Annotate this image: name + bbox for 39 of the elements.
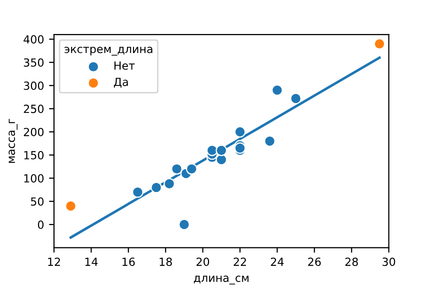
point — [65, 200, 76, 212]
y-tick-label: 0 — [38, 220, 44, 229]
x-tick-label: 30 — [382, 258, 396, 266]
legend-title: экстрем_длина — [64, 46, 152, 56]
point — [171, 163, 182, 175]
point — [206, 144, 218, 156]
y-axis-title: масса_г — [8, 118, 18, 163]
y-tick-label: 350 — [24, 58, 44, 67]
point — [234, 126, 246, 138]
y-tick-label: 150 — [24, 150, 44, 160]
point — [150, 182, 162, 194]
x-tick-label: 26 — [308, 258, 321, 266]
y-tick-label: 400 — [24, 35, 44, 44]
y-tick-label: 200 — [24, 128, 44, 136]
x-tick-label: 24 — [270, 258, 284, 266]
x-tick-label: 12 — [48, 258, 60, 266]
y-tick-label: 250 — [24, 104, 44, 114]
point — [290, 92, 302, 104]
point — [216, 144, 228, 156]
legend-label: Да — [114, 78, 128, 88]
x-tick-label: 16 — [122, 258, 135, 266]
point — [132, 186, 144, 198]
point — [164, 178, 176, 190]
point — [271, 84, 283, 96]
point — [178, 218, 190, 230]
x-tick-label: 18 — [160, 258, 172, 266]
y-tick-label: 100 — [24, 174, 44, 183]
point — [374, 38, 386, 50]
point — [234, 142, 246, 154]
x-tick-label: 28 — [345, 258, 358, 266]
x-tick-label: 14 — [85, 258, 98, 266]
x-tick-label: 22 — [234, 258, 246, 266]
x-tick-label: 20 — [196, 258, 210, 266]
legend-label: Нет — [114, 62, 135, 70]
y-tick-label: 300 — [24, 82, 44, 90]
y-tick-label: 50 — [30, 197, 44, 206]
x-axis-title: длина_см — [194, 276, 248, 284]
point — [264, 135, 276, 147]
point — [186, 163, 198, 175]
